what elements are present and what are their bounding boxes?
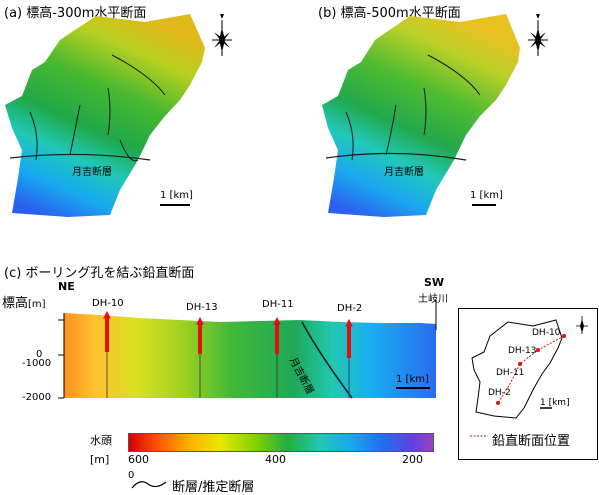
inset-outline <box>471 319 563 419</box>
fault-line-a5 <box>119 139 139 162</box>
fault-label-b: 月吉断層 <box>384 167 424 178</box>
north-arrow-icon-a <box>212 14 232 56</box>
inset-legend-label: 鉛直断面位置 <box>492 434 571 449</box>
direction-ne: NE <box>58 280 75 293</box>
colorbar-tick-600: 600 <box>128 453 149 466</box>
inset-map <box>470 316 588 437</box>
scale-label-a: 1 [km] <box>160 190 193 201</box>
fault-line-a-tsukiyoshi <box>9 153 151 161</box>
y-axis-label-text: 標高 <box>2 296 29 311</box>
section-body <box>64 313 436 398</box>
panel-b-title: (b) 標高-500m水平断面 <box>318 6 461 21</box>
section-fault-line <box>301 321 353 399</box>
inset-label-dh2: DH-2 <box>488 388 511 398</box>
borehole-label-dh13: DH-13 <box>186 302 218 313</box>
colorbar-tick-200: 200 <box>402 453 423 466</box>
direction-sw: SW <box>424 276 445 289</box>
panel-a-map <box>5 14 232 217</box>
y-axis-unit: [m] <box>28 299 46 310</box>
y-axis-label: 標高[m] <box>2 292 46 311</box>
river-label: 土岐川 <box>418 294 448 305</box>
fault-line-a1 <box>111 54 166 96</box>
fault-legend-line-icon <box>131 481 167 489</box>
y-tick-0: 0 <box>36 349 43 360</box>
panel-c-title: (c) ボーリング孔を結ぶ鉛直断面 <box>4 266 195 281</box>
panel-a-title: (a) 標高-300m水平断面 <box>4 6 147 21</box>
colorbar <box>128 433 434 452</box>
y-tick-1000: -1000 <box>22 358 52 369</box>
inset-label-dh13: DH-13 <box>508 346 537 356</box>
scale-label-c: 1 [km] <box>396 374 429 385</box>
colorbar-tick-400: 400 <box>265 453 286 466</box>
inset-section-line <box>497 335 565 404</box>
y-tick-2000: -2000 <box>22 392 52 403</box>
fault-line-a3 <box>69 104 81 156</box>
colorbar-title: 水頭 <box>90 434 112 447</box>
scale-label-b: 1 [km] <box>470 190 503 201</box>
borehole-label-dh2: DH-2 <box>337 303 363 314</box>
fault-line-b2 <box>345 111 354 161</box>
panel-b-map <box>322 14 548 217</box>
borehole-markers <box>103 310 353 358</box>
map-b-shape <box>322 14 520 217</box>
fault-label-a: 月吉断層 <box>72 167 112 178</box>
north-arrow-icon-b <box>528 14 548 56</box>
borehole-label-dh11: DH-11 <box>262 299 294 310</box>
borehole-label-dh10: DH-10 <box>92 298 124 309</box>
fault-legend-zero: 0 <box>128 470 135 481</box>
colorbar-unit: [m] <box>90 453 110 466</box>
fault-line-b-tsukiyoshi <box>325 152 467 161</box>
fault-line-b1 <box>427 54 481 96</box>
inset-label-dh10: DH-10 <box>532 328 561 338</box>
inset-scale-label: 1 [km] <box>540 398 570 408</box>
fault-line-a4 <box>107 87 111 136</box>
fault-legend-label: 断層/推定断層 <box>172 480 255 495</box>
fault-line-b3 <box>385 104 397 156</box>
north-arrow-icon-inset <box>576 316 588 334</box>
inset-label-dh11: DH-11 <box>496 368 525 378</box>
map-a-shape <box>5 14 205 217</box>
fault-line-b4 <box>423 87 427 136</box>
